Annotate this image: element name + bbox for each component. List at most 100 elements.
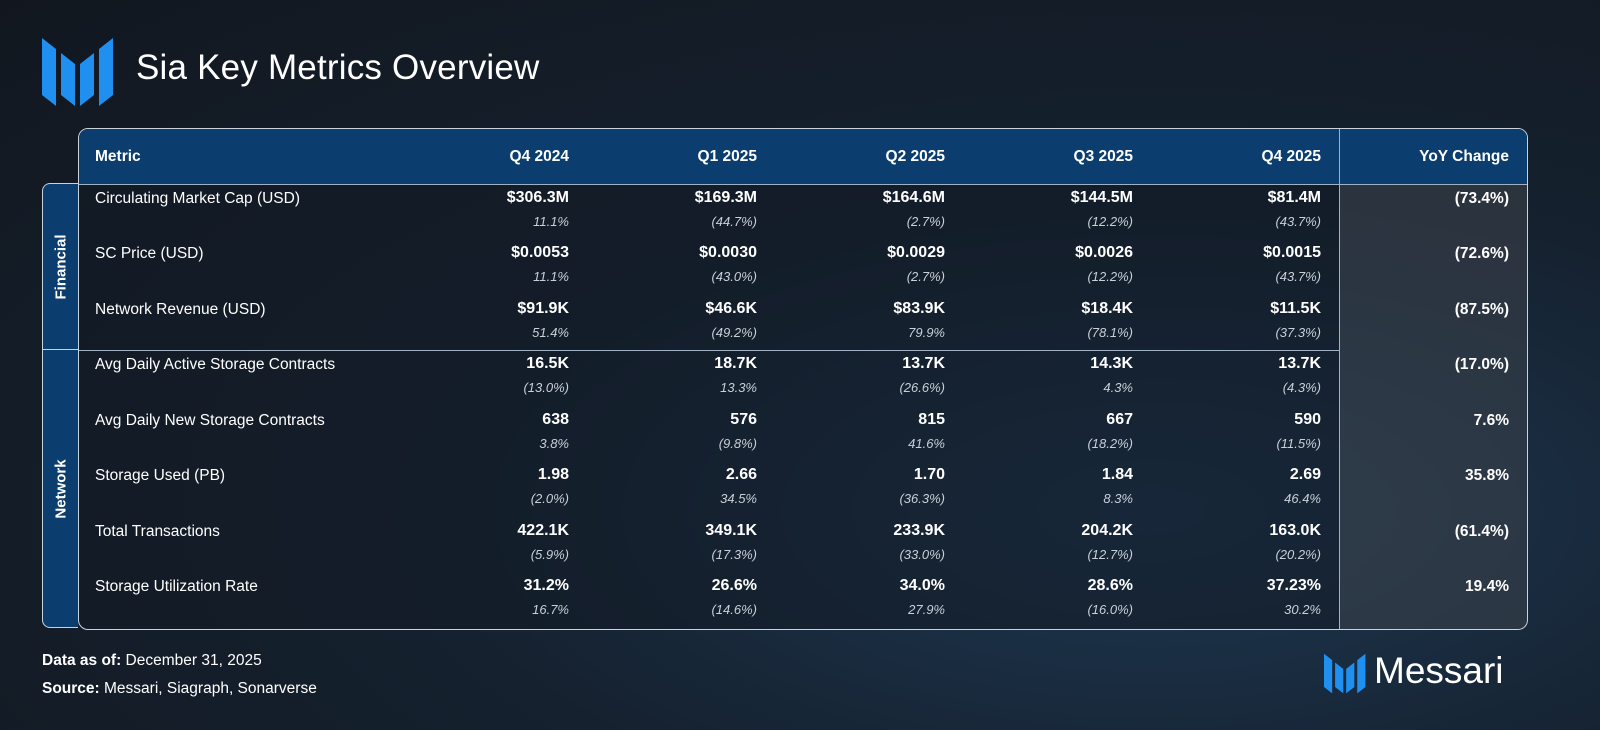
row-change: (9.8%): [718, 436, 757, 451]
metrics-table: Metric Q4 2024 Q1 2025 Q2 2025 Q3 2025 Q…: [78, 128, 1528, 630]
row-value: 349.1K: [705, 522, 757, 539]
row-value: $0.0029: [887, 244, 945, 261]
row-change: (2.7%): [906, 269, 945, 284]
row-change: 27.9%: [908, 602, 945, 617]
section-label-financial: Financial: [42, 183, 78, 351]
row-value: 422.1K: [517, 522, 569, 539]
row-label: Network Revenue (USD): [95, 301, 266, 318]
row-yoy-change: (72.6%): [1454, 245, 1509, 262]
row-value: 1.70: [913, 466, 945, 483]
row-value: 233.9K: [893, 522, 945, 539]
row-change: 3.8%: [539, 436, 569, 451]
row-label: Storage Utilization Rate: [95, 578, 258, 595]
row-change: 8.3%: [1103, 491, 1133, 506]
row-change: (20.2%): [1275, 547, 1321, 562]
row-change: 11.1%: [533, 214, 569, 229]
row-value: 667: [1106, 411, 1133, 428]
row-value: $11.5K: [1270, 300, 1321, 317]
header-metric: Metric: [95, 148, 141, 165]
messari-brand-icon: [1324, 653, 1366, 694]
row-value: 204.2K: [1081, 522, 1133, 539]
row-value: $46.6K: [705, 300, 757, 317]
row-change: (2.7%): [906, 214, 945, 229]
row-change: (36.3%): [899, 491, 945, 506]
header-q2-2025: Q2 2025: [885, 148, 945, 165]
data-as-of: Data as of: December 31, 2025: [42, 652, 262, 670]
row-label: Total Transactions: [95, 523, 220, 540]
messari-logo-icon: [42, 38, 113, 106]
row-value: 14.3K: [1090, 355, 1133, 372]
network-label: Network: [52, 458, 69, 519]
header-yoy-change: YoY Change: [1419, 148, 1509, 165]
header-q1-2025: Q1 2025: [697, 148, 757, 165]
row-value: $83.9K: [893, 300, 945, 317]
row-change: 51.4%: [532, 325, 569, 340]
row-change: (49.2%): [711, 325, 757, 340]
row-change: 79.9%: [908, 325, 945, 340]
row-change: (12.2%): [1087, 269, 1133, 284]
row-value: $164.6M: [882, 189, 945, 206]
row-change: (16.0%): [1087, 602, 1133, 617]
row-yoy-change: (87.5%): [1454, 301, 1509, 318]
row-value: 34.0%: [899, 577, 945, 594]
row-value: 16.5K: [526, 355, 569, 372]
data-as-of-label: Data as of:: [42, 652, 122, 669]
page-title: Sia Key Metrics Overview: [136, 48, 540, 87]
row-change: (17.3%): [711, 547, 757, 562]
row-change: (78.1%): [1087, 325, 1133, 340]
row-value: $18.4K: [1081, 300, 1133, 317]
row-change: (14.6%): [711, 602, 757, 617]
row-change: (12.2%): [1087, 214, 1133, 229]
row-change: (37.3%): [1275, 325, 1321, 340]
table-header: [79, 129, 1527, 185]
row-change: 11.1%: [533, 269, 569, 284]
source-value: Messari, Siagraph, Sonarverse: [99, 680, 317, 697]
row-value: 638: [542, 411, 569, 428]
row-label: Avg Daily Active Storage Contracts: [95, 356, 336, 373]
row-change: 30.2%: [1284, 602, 1321, 617]
row-value: 815: [918, 411, 945, 428]
row-yoy-change: (73.4%): [1454, 190, 1509, 207]
row-value: $144.5M: [1070, 189, 1133, 206]
row-value: 18.7K: [714, 355, 757, 372]
row-value: 1.98: [537, 466, 569, 483]
row-change: 16.7%: [532, 602, 569, 617]
row-change: (43.0%): [711, 269, 757, 284]
row-change: (13.0%): [523, 380, 569, 395]
row-value: $91.9K: [517, 300, 569, 317]
row-yoy-change: 19.4%: [1465, 578, 1509, 595]
row-value: 590: [1294, 411, 1321, 428]
row-change: 34.5%: [720, 491, 757, 506]
row-change: 4.3%: [1103, 380, 1133, 395]
row-change: (11.5%): [1276, 436, 1321, 451]
row-value: 13.7K: [1278, 355, 1321, 372]
source-label: Source:: [42, 680, 100, 697]
row-change: (33.0%): [899, 547, 945, 562]
header-q3-2025: Q3 2025: [1073, 148, 1133, 165]
row-change: 46.4%: [1284, 491, 1321, 506]
row-label: Storage Used (PB): [95, 467, 226, 484]
source-line: Source: Messari, Siagraph, Sonarverse: [42, 680, 317, 698]
row-change: (44.7%): [711, 214, 757, 229]
row-value: 37.23%: [1266, 577, 1321, 594]
row-value: $0.0030: [699, 244, 757, 261]
section-label-network: Network: [42, 349, 78, 628]
brand-name: Messari: [1374, 650, 1504, 691]
row-label: Avg Daily New Storage Contracts: [95, 412, 325, 429]
row-value: 163.0K: [1269, 522, 1321, 539]
row-value: 13.7K: [902, 355, 945, 372]
row-value: $169.3M: [694, 189, 757, 206]
row-change: 41.6%: [908, 436, 945, 451]
row-change: (43.7%): [1275, 214, 1321, 229]
section-divider: [79, 350, 1339, 351]
row-yoy-change: (61.4%): [1454, 523, 1509, 540]
row-change: (18.2%): [1087, 436, 1133, 451]
row-value: 28.6%: [1087, 577, 1133, 594]
row-value: 2.66: [725, 466, 757, 483]
row-change: 13.3%: [720, 380, 757, 395]
row-value: 576: [730, 411, 757, 428]
row-value: 31.2%: [523, 577, 569, 594]
yoy-column: [1339, 129, 1527, 629]
row-value: $81.4M: [1267, 189, 1321, 206]
header-q4-2024: Q4 2024: [509, 148, 569, 165]
